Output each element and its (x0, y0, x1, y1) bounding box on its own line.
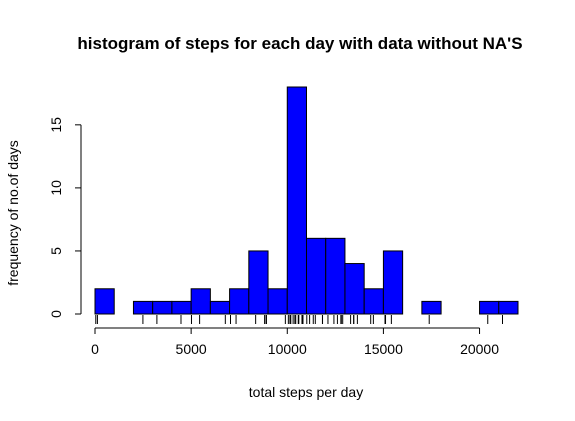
histogram-bar-7 (229, 288, 250, 315)
y-tick-label: 15 (48, 117, 64, 133)
y-tick-label: 5 (48, 247, 64, 255)
y-axis: 0 5 10 15 (48, 117, 82, 318)
histogram-bar-21 (498, 300, 519, 315)
histogram-bar-2 (132, 300, 154, 315)
histogram-bar-11 (306, 237, 327, 315)
rug-group (95, 315, 504, 324)
histogram-bar-13 (344, 263, 365, 315)
x-axis: 0 5000 10000 15000 20000 (91, 327, 499, 357)
x-tick-label: 5000 (176, 341, 207, 357)
x-tick-label: 0 (91, 341, 99, 357)
histogram-bar-6 (209, 300, 231, 315)
histogram-bar-4 (171, 300, 192, 315)
x-tick-label: 10000 (268, 341, 307, 357)
histogram-bar-10 (286, 86, 308, 315)
histogram-bar-20 (479, 300, 500, 315)
histogram-bar-9 (267, 288, 288, 315)
histogram-bar-17 (421, 300, 442, 315)
bars-group (94, 86, 519, 315)
histogram-bar-5 (190, 288, 211, 315)
y-axis-label: frequency of no.of days (5, 140, 21, 286)
histogram-bar-0 (94, 288, 115, 315)
x-tick-label: 20000 (460, 341, 499, 357)
chart-title: histogram of steps for each day with dat… (77, 34, 522, 53)
x-tick-label: 15000 (364, 341, 403, 357)
y-tick-label: 10 (48, 180, 64, 196)
x-axis-label: total steps per day (249, 384, 363, 400)
histogram-bar-14 (363, 288, 384, 315)
histogram-bar-3 (152, 300, 173, 315)
histogram-bar-12 (325, 237, 346, 315)
histogram-bar-8 (248, 250, 269, 315)
y-tick-label: 0 (48, 310, 64, 318)
histogram-bar-15 (382, 250, 404, 315)
